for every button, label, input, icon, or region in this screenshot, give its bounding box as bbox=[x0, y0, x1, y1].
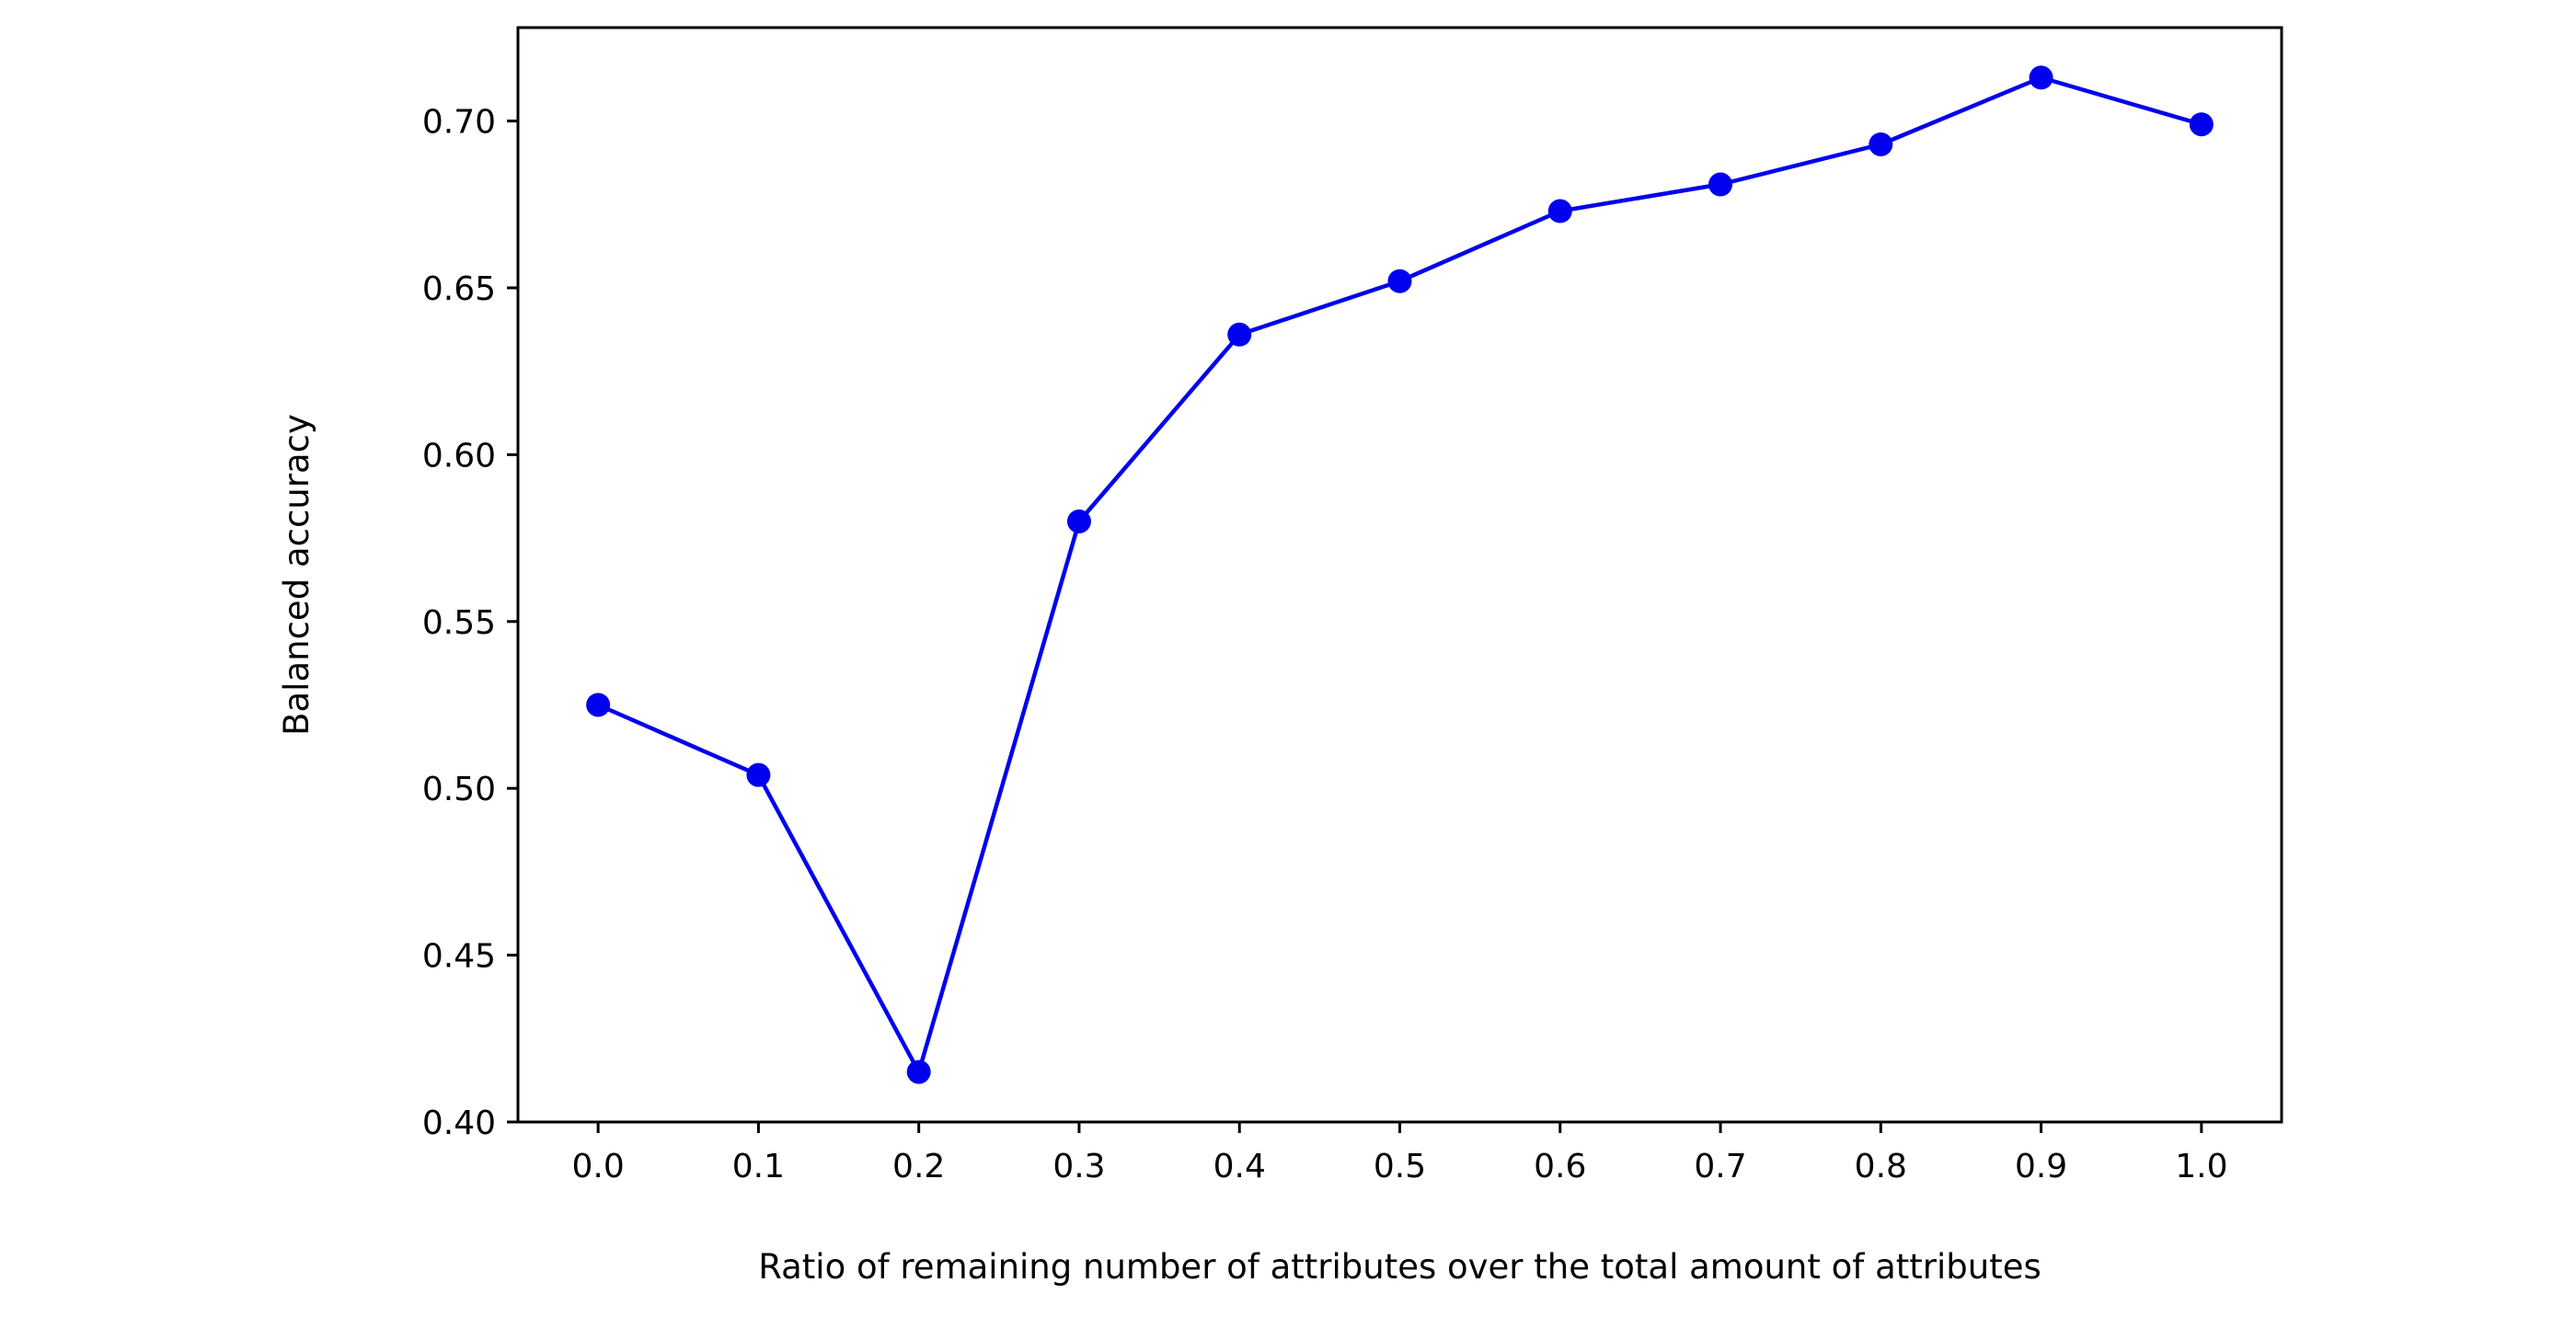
series-layer bbox=[586, 65, 2214, 1084]
x-axis-title: Ratio of remaining number of attributes … bbox=[758, 1247, 2041, 1287]
y-tick-label: 0.45 bbox=[422, 938, 496, 976]
data-point bbox=[746, 762, 771, 787]
data-point bbox=[1547, 199, 1572, 223]
y-tick-label: 0.65 bbox=[422, 270, 496, 308]
x-tick-label: 0.3 bbox=[1052, 1148, 1105, 1185]
x-tick-label: 0.6 bbox=[1534, 1148, 1586, 1185]
y-tick-label: 0.60 bbox=[422, 437, 496, 475]
y-tick-label: 0.40 bbox=[422, 1105, 496, 1142]
data-point bbox=[586, 693, 611, 717]
series-line bbox=[597, 75, 2202, 1074]
y-axis-title: Balanced accuracy bbox=[277, 414, 316, 736]
y-tick-label: 0.50 bbox=[422, 771, 496, 808]
data-point bbox=[1227, 322, 1252, 347]
y-tick-label: 0.55 bbox=[422, 604, 496, 642]
x-tick-label: 0.1 bbox=[732, 1148, 785, 1185]
data-point bbox=[1869, 132, 1893, 156]
x-tick-label: 0.0 bbox=[572, 1148, 625, 1185]
x-tick-label: 0.4 bbox=[1213, 1148, 1266, 1185]
data-point bbox=[1387, 269, 1412, 293]
x-tick-label: 0.8 bbox=[1855, 1148, 1907, 1185]
x-tick-label: 1.0 bbox=[2175, 1148, 2227, 1185]
x-tick-label: 0.5 bbox=[1374, 1148, 1426, 1185]
y-tick-label: 0.70 bbox=[422, 104, 496, 142]
plot-frame bbox=[516, 26, 2283, 1124]
x-tick-label: 0.7 bbox=[1694, 1148, 1746, 1185]
x-axis-ticks: 0.0 0.1 0.2 0.3 0.4 0.5 0.6 0.7 0.8 0.9 1.0 bbox=[572, 1122, 2227, 1185]
data-point bbox=[1066, 509, 1091, 533]
data-point bbox=[1708, 172, 1733, 197]
data-point bbox=[2189, 112, 2214, 137]
data-point bbox=[2029, 65, 2053, 90]
data-point bbox=[906, 1059, 931, 1084]
y-axis-ticks: 0.40 0.45 0.50 0.55 0.60 0.65 0.70 bbox=[422, 104, 518, 1142]
x-tick-label: 0.2 bbox=[892, 1148, 945, 1185]
x-tick-label: 0.9 bbox=[2015, 1148, 2067, 1185]
